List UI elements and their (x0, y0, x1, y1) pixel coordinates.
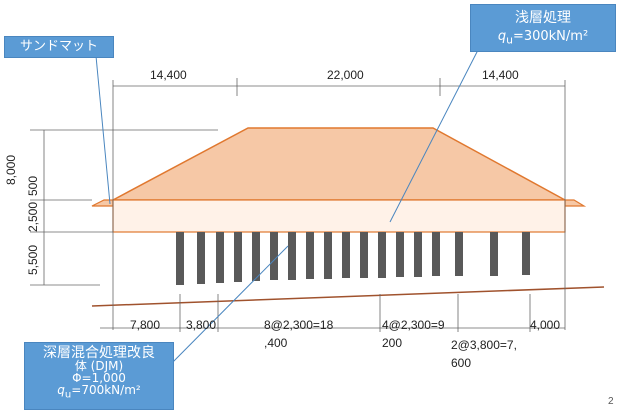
djm-column (414, 232, 422, 277)
djm-column (522, 232, 530, 275)
sand-mat-right-end (564, 199, 587, 207)
djm-column (306, 232, 314, 279)
bottom-dim-4-line2: 200 (382, 336, 403, 350)
page-number: 2 (608, 396, 614, 407)
deep-mixing-diameter: Φ=1,000 (72, 371, 126, 385)
shallow-treatment-title: 浅層処理 (515, 10, 571, 26)
djm-column (432, 232, 440, 276)
leader-lines (95, 49, 479, 371)
bottom-dim-5-line2: 600 (451, 356, 472, 370)
left-dim-embankment: 8,000 (4, 154, 18, 185)
bottom-dim-1: 7,800 (130, 318, 161, 332)
shallow-treatment-layer (112, 199, 566, 233)
shallow-treatment-strength: qu=300kN/m² (497, 29, 589, 47)
djm-column (288, 232, 296, 280)
bottom-dim-5-line1: 2@3,800=7, (451, 338, 517, 352)
deep-mixing-strength: qu=700kN/m² (57, 383, 141, 401)
bearing-layer-line (91, 286, 605, 307)
djm-column (342, 232, 350, 278)
top-dim-center: 22,000 (327, 68, 364, 82)
djm-column (455, 232, 463, 276)
bottom-dim-3-line1: 8@2,300=18 (264, 318, 334, 332)
djm-column (234, 232, 242, 282)
embankment (112, 127, 566, 201)
djm-column (360, 232, 368, 278)
bottom-dim-3-line2: ,400 (264, 336, 288, 350)
bottom-dim-2: 3,800 (186, 318, 217, 332)
djm-columns (176, 232, 530, 285)
dimension-lines (30, 78, 566, 332)
deep-mixing-title-line2: 体 (DJM) (74, 359, 124, 373)
djm-column (324, 232, 332, 279)
top-dim-left: 14,400 (150, 68, 187, 82)
deep-mixing-callout: 深層混合処理改良 体 (DJM) Φ=1,000 qu=700kN/m² (24, 342, 174, 410)
djm-column (396, 232, 404, 277)
djm-column (176, 232, 184, 285)
top-dim-right: 14,400 (482, 68, 519, 82)
sand-mat-label: サンドマット (19, 39, 98, 54)
deep-mixing-title-line1: 深層混合処理改良 (43, 345, 155, 361)
bottom-dim-6: 4,000 (530, 318, 561, 332)
sand-mat-callout: サンドマット (4, 36, 114, 58)
left-dim-deep: 5,500 (26, 244, 40, 275)
djm-column (490, 232, 498, 276)
left-dim-shallow: 2,500 (26, 201, 40, 232)
djm-column (216, 232, 224, 283)
left-dim-sandmat: 500 (26, 175, 40, 196)
shallow-treatment-callout: 浅層処理 qu=300kN/m² (470, 4, 616, 52)
djm-column (270, 232, 278, 280)
bottom-dim-4-line1: 4@2,300=9 (382, 318, 445, 332)
djm-column (252, 232, 260, 281)
djm-column (378, 232, 386, 278)
djm-column (197, 232, 205, 284)
